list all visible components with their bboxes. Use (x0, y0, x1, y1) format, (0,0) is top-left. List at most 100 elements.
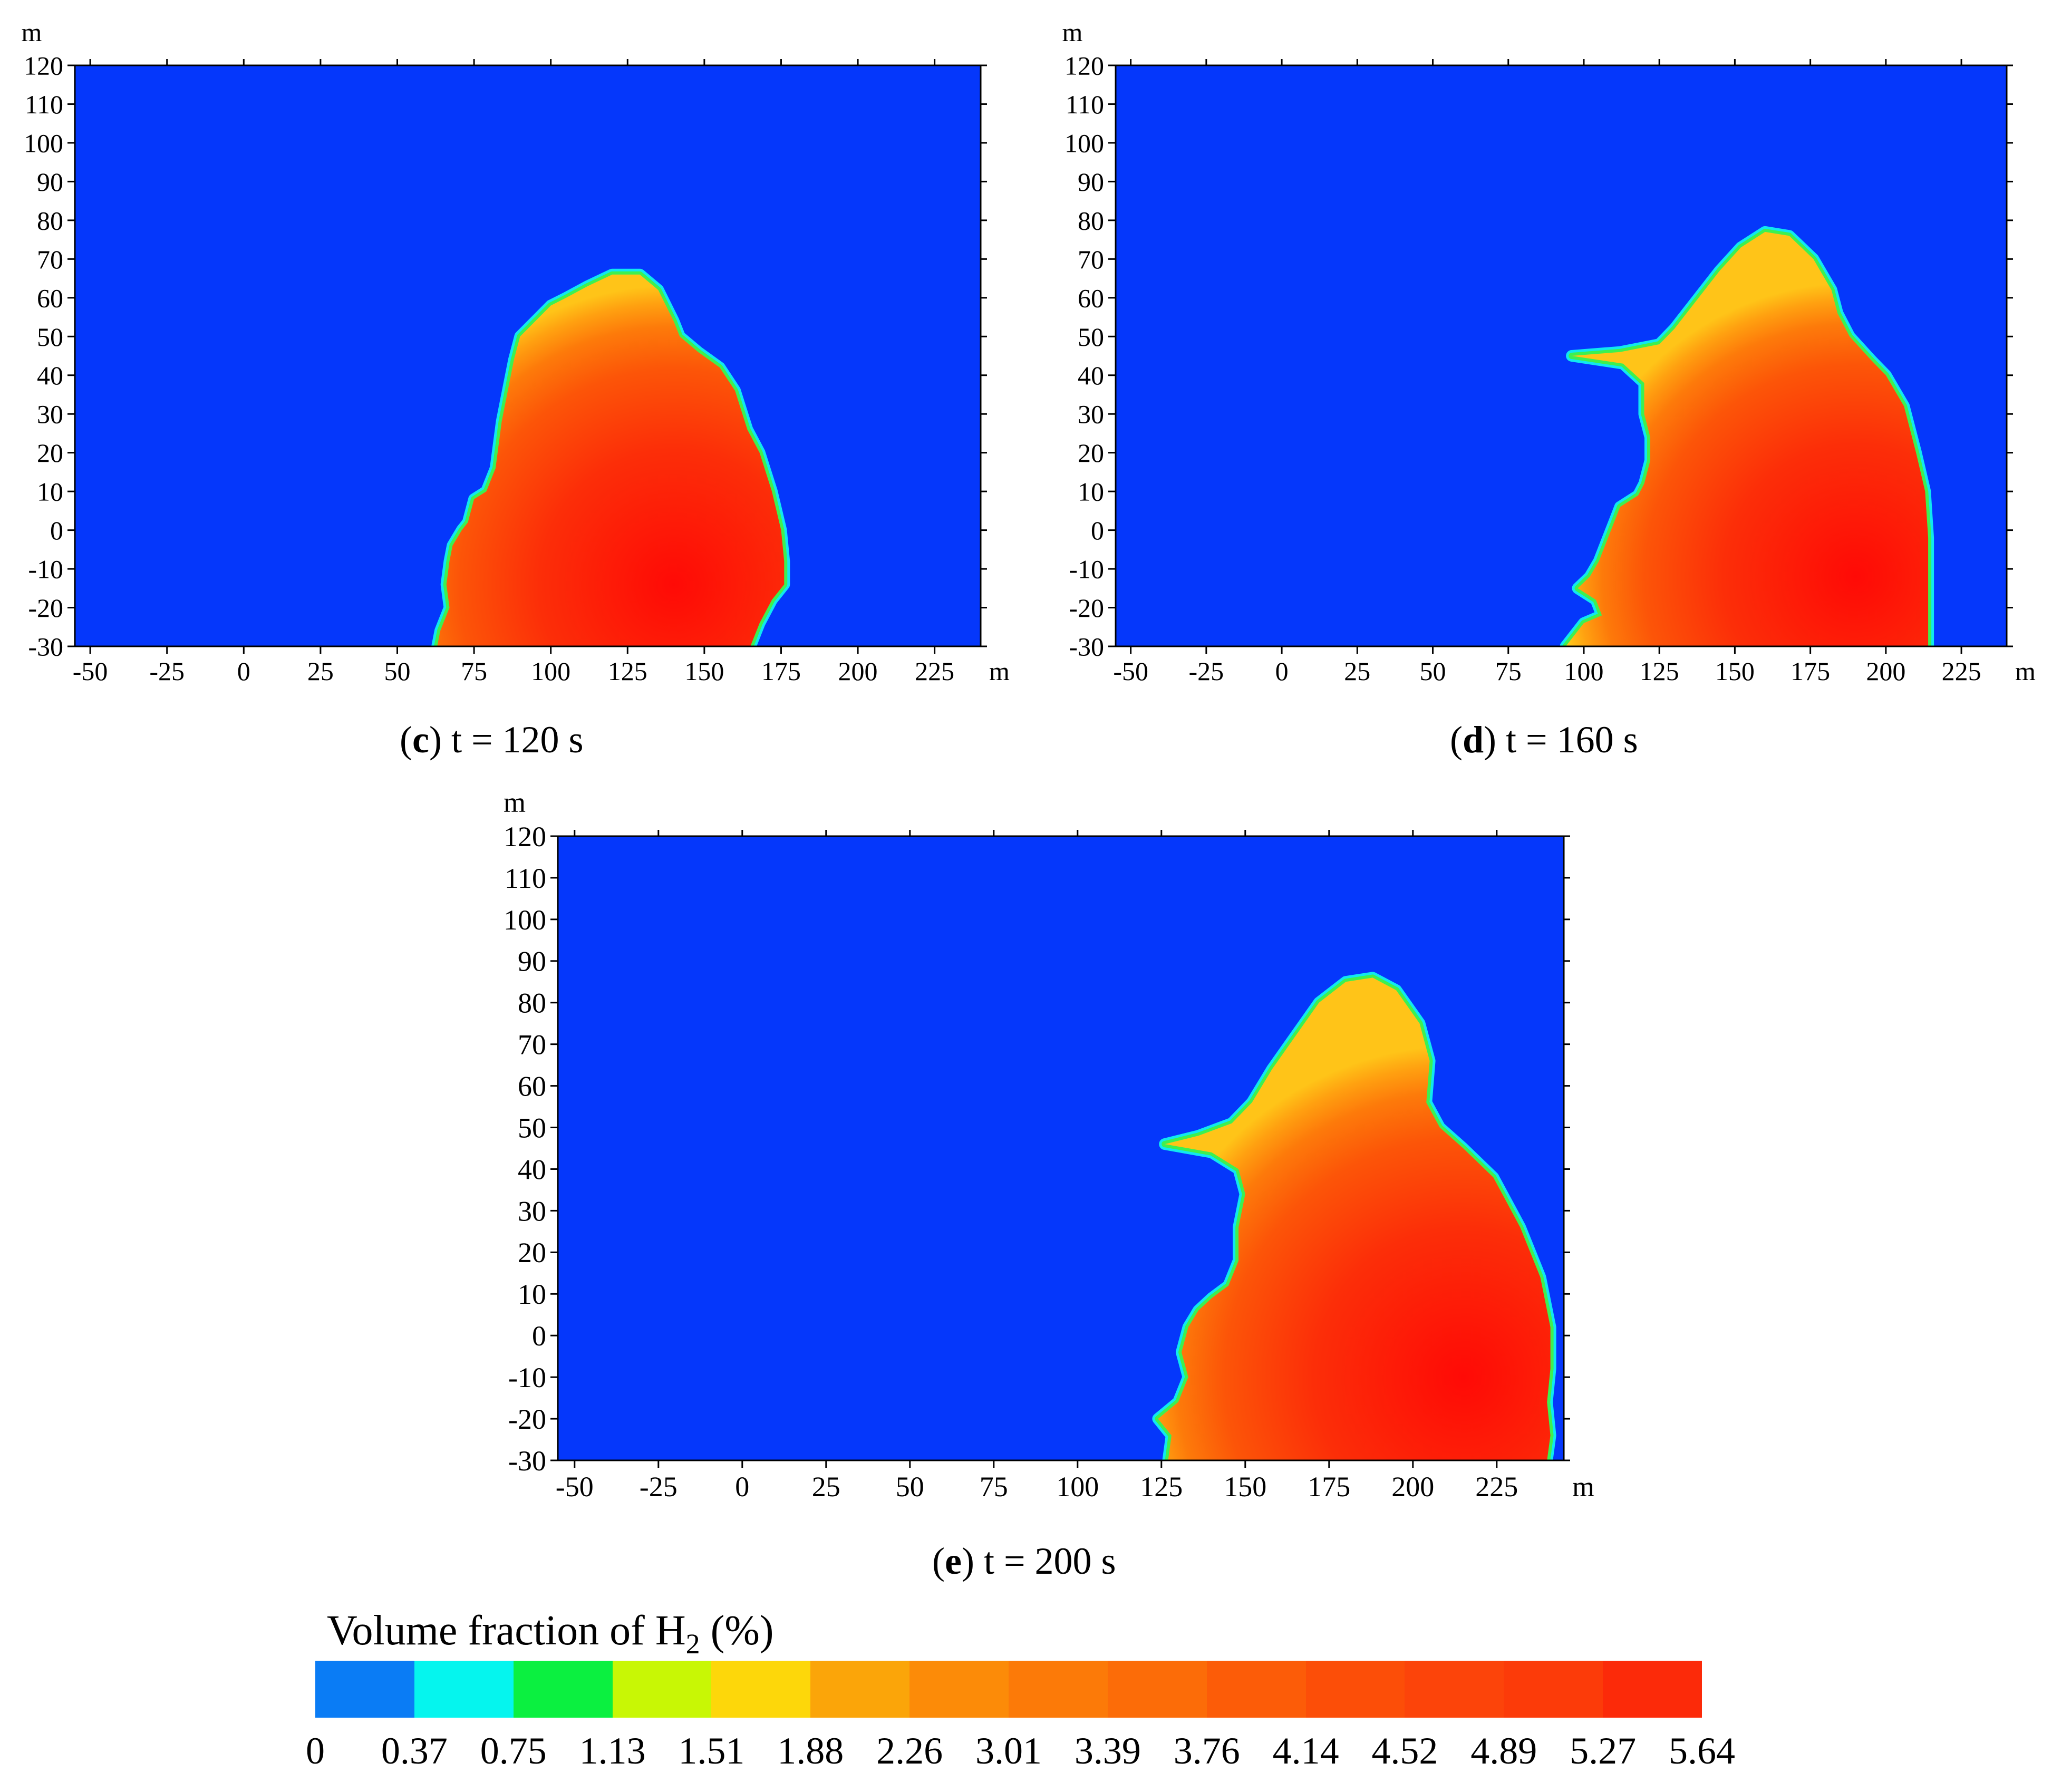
legend-swatch (1405, 1661, 1504, 1718)
y-tick-label: 90 (37, 167, 63, 197)
y-tick-label: -20 (28, 593, 63, 623)
y-tick-label: 70 (37, 245, 63, 274)
y-tick-label: 80 (37, 206, 63, 235)
hydrogen-plume (1158, 977, 1551, 1460)
y-tick-label: 40 (1078, 361, 1104, 390)
y-tick-label: 80 (518, 987, 546, 1019)
y-tick-label: 0 (532, 1320, 546, 1352)
y-tick-label: -10 (28, 555, 63, 584)
y-tick-label: 30 (37, 400, 63, 429)
legend-swatch (810, 1661, 910, 1718)
y-tick-label: 10 (37, 477, 63, 507)
legend-value-label: 0 (306, 1730, 325, 1772)
y-tick-label: -30 (28, 632, 63, 662)
legend-swatch (1009, 1661, 1108, 1718)
y-tick-label: 10 (518, 1278, 546, 1310)
y-axis-label: m (1062, 17, 1083, 47)
y-tick-label: -30 (1069, 632, 1104, 662)
y-tick-label: 0 (1091, 516, 1104, 545)
x-tick-label: -25 (640, 1471, 678, 1503)
y-tick-label: 80 (1078, 206, 1104, 235)
color-scale-labels: 0 0.37 0.75 1.13 1.51 1.88 2.26 3.01 3.39 3.76 4.1… (0, 1729, 2071, 1782)
legend-swatch (909, 1661, 1009, 1718)
x-tick-label: 125 (1140, 1471, 1183, 1503)
legend-value-label: 5.64 (1669, 1730, 1735, 1772)
x-tick-label: 0 (735, 1471, 749, 1503)
y-tick-label: 30 (1078, 400, 1104, 429)
y-tick-label: -20 (1069, 593, 1104, 623)
legend-value-label: 5.27 (1570, 1730, 1637, 1772)
y-tick-label: 90 (518, 946, 546, 977)
y-tick-label: 100 (1064, 128, 1104, 158)
y-tick-label: 0 (50, 516, 63, 545)
x-tick-label: 175 (1308, 1471, 1350, 1503)
legend-value-label: 1.88 (777, 1730, 844, 1772)
legend-swatch (1206, 1661, 1306, 1718)
x-tick-label: -25 (1189, 656, 1224, 686)
x-tick-label: 50 (384, 656, 410, 686)
x-tick-label: 100 (531, 656, 570, 686)
y-tick-label: 120 (24, 51, 63, 81)
y-axis-label: m (22, 17, 42, 47)
legend-swatch (1107, 1661, 1207, 1718)
legend-swatch (1504, 1661, 1603, 1718)
x-tick-label: 150 (1715, 656, 1755, 686)
caption-c: (c) t = 120 s (400, 719, 584, 761)
x-tick-label: 175 (1791, 656, 1830, 686)
x-tick-label: -50 (556, 1471, 594, 1503)
y-tick-label: 110 (505, 863, 546, 894)
legend-value-label: 4.14 (1272, 1730, 1339, 1772)
x-axis-label: m (1572, 1471, 1594, 1503)
y-tick-label: 40 (37, 361, 63, 390)
color-scale-bar (315, 1661, 1702, 1718)
plot-frame (557, 835, 1565, 1461)
x-tick-label: 25 (307, 656, 334, 686)
x-tick-label: 0 (1275, 656, 1289, 686)
y-tick-label: 120 (1064, 51, 1104, 81)
y-tick-label: -30 (508, 1445, 546, 1477)
legend-value-label: 1.13 (579, 1730, 646, 1772)
x-tick-label: 225 (1942, 656, 1981, 686)
x-tick-label: -50 (73, 656, 108, 686)
y-tick-label: 110 (25, 90, 63, 119)
y-tick-label: 70 (1078, 245, 1104, 274)
x-tick-label: 225 (915, 656, 954, 686)
legend-value-label: 4.52 (1371, 1730, 1438, 1772)
y-tick-label: 60 (37, 283, 63, 313)
x-tick-label: 100 (1056, 1471, 1099, 1503)
contour-plot-d: -50 -25 0 25 50 75 100 125 150 175 200 225120110100… (1062, 17, 2036, 686)
x-tick-label: 175 (761, 656, 801, 686)
x-tick-label: 200 (1391, 1471, 1434, 1503)
legend-swatch (1305, 1661, 1405, 1718)
x-tick-label: 125 (608, 656, 647, 686)
x-tick-label: 50 (896, 1471, 924, 1503)
x-axis-label: m (989, 656, 1010, 686)
contour-plot-c: -50 -25 0 25 50 75 100 125 150 175 200 225120110100… (22, 17, 1010, 686)
legend-value-label: 4.89 (1470, 1730, 1537, 1772)
y-tick-label: -20 (508, 1403, 546, 1435)
legend-swatch (711, 1661, 811, 1718)
x-tick-label: 75 (461, 656, 487, 686)
y-tick-label: 20 (37, 438, 63, 468)
legend-swatch (1603, 1661, 1702, 1718)
contour-plot-e: -50 -25 0 25 50 75 100 125 150 175 200 225120110100… (504, 787, 1594, 1503)
y-tick-label: 50 (37, 322, 63, 352)
legend-value-label: 3.39 (1074, 1730, 1141, 1772)
y-tick-label: 30 (518, 1195, 546, 1227)
x-tick-label: 25 (812, 1471, 840, 1503)
plot-frame (74, 64, 982, 647)
legend-value-label: 0.75 (480, 1730, 547, 1772)
x-tick-label: 75 (1495, 656, 1522, 686)
x-tick-label: 150 (684, 656, 724, 686)
legend-value-label: 3.76 (1173, 1730, 1240, 1772)
legend-value-label: 0.37 (381, 1730, 448, 1772)
x-axis-label: m (2015, 656, 2036, 686)
x-tick-label: 75 (980, 1471, 1008, 1503)
y-tick-label: 100 (24, 128, 63, 158)
x-tick-label: 225 (1475, 1471, 1518, 1503)
hydrogen-plume (437, 274, 785, 646)
x-tick-label: 100 (1564, 656, 1603, 686)
y-tick-label: 120 (504, 821, 546, 853)
x-tick-label: 200 (1866, 656, 1905, 686)
y-tick-label: 60 (1078, 283, 1104, 313)
